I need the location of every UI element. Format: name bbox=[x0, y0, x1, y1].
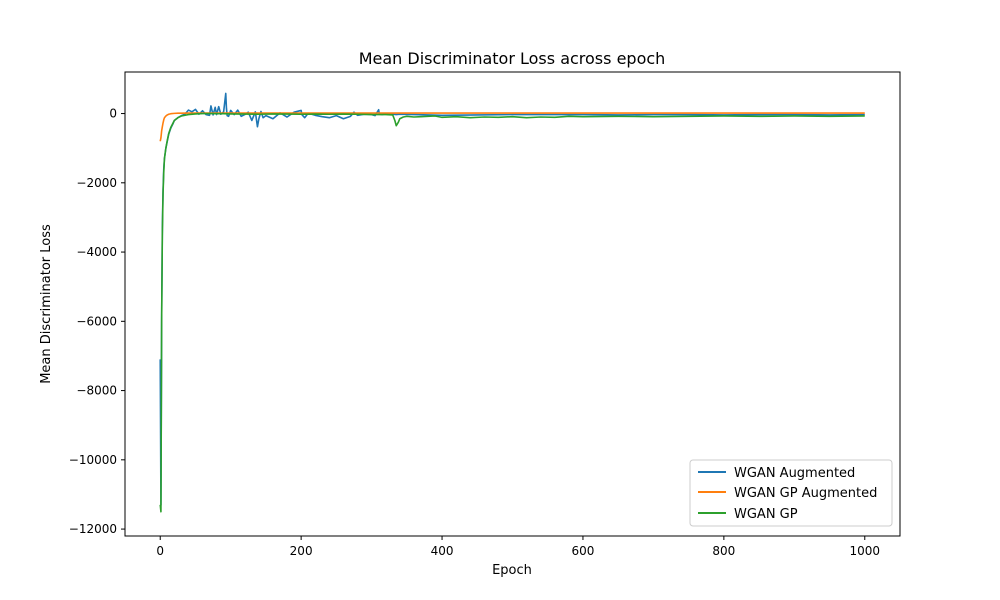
x-axis: 0 200 400 600 800 1000 bbox=[156, 536, 880, 558]
x-tick-label: 800 bbox=[712, 544, 735, 558]
x-tick-label: 400 bbox=[431, 544, 454, 558]
x-tick-label: 0 bbox=[156, 544, 164, 558]
x-tick-label: 200 bbox=[290, 544, 313, 558]
legend-box bbox=[689, 459, 893, 527]
x-axis-label: Epoch bbox=[492, 563, 532, 578]
plot-background bbox=[125, 72, 900, 536]
series-layer bbox=[159, 92, 865, 513]
y-tick-label: 0 bbox=[109, 107, 117, 121]
chart-title: Mean Discriminator Loss across epoch bbox=[359, 49, 666, 68]
plot-area bbox=[124, 71, 901, 537]
y-tick-label: −12000 bbox=[69, 522, 117, 536]
y-axis-label: Mean Discriminator Loss bbox=[39, 224, 54, 384]
series-line-wgan-gp bbox=[159, 112, 865, 513]
y-axis: 0 −2000 −4000 −6000 −8000 −10000 −12000 bbox=[69, 107, 125, 536]
y-tick-label: −6000 bbox=[76, 314, 117, 328]
y-tick-label: −10000 bbox=[69, 453, 117, 467]
plot-frame bbox=[124, 71, 901, 537]
x-tick-label: 1000 bbox=[849, 544, 880, 558]
series-line-wgan-gp-augmented bbox=[159, 112, 865, 142]
legend-label-wgan-gp-augmented: WGAN GP Augmented bbox=[734, 486, 877, 501]
legend-label-wgan-gp: WGAN GP bbox=[734, 507, 798, 522]
x-tick-label: 600 bbox=[572, 544, 595, 558]
legend-label-wgan-augmented: WGAN Augmented bbox=[734, 466, 855, 481]
y-tick-label: −8000 bbox=[76, 384, 117, 398]
y-tick-label: −2000 bbox=[76, 176, 117, 190]
legend: WGAN Augmented WGAN GP Augmented WGAN GP bbox=[689, 459, 893, 527]
y-tick-label: −4000 bbox=[76, 245, 117, 259]
